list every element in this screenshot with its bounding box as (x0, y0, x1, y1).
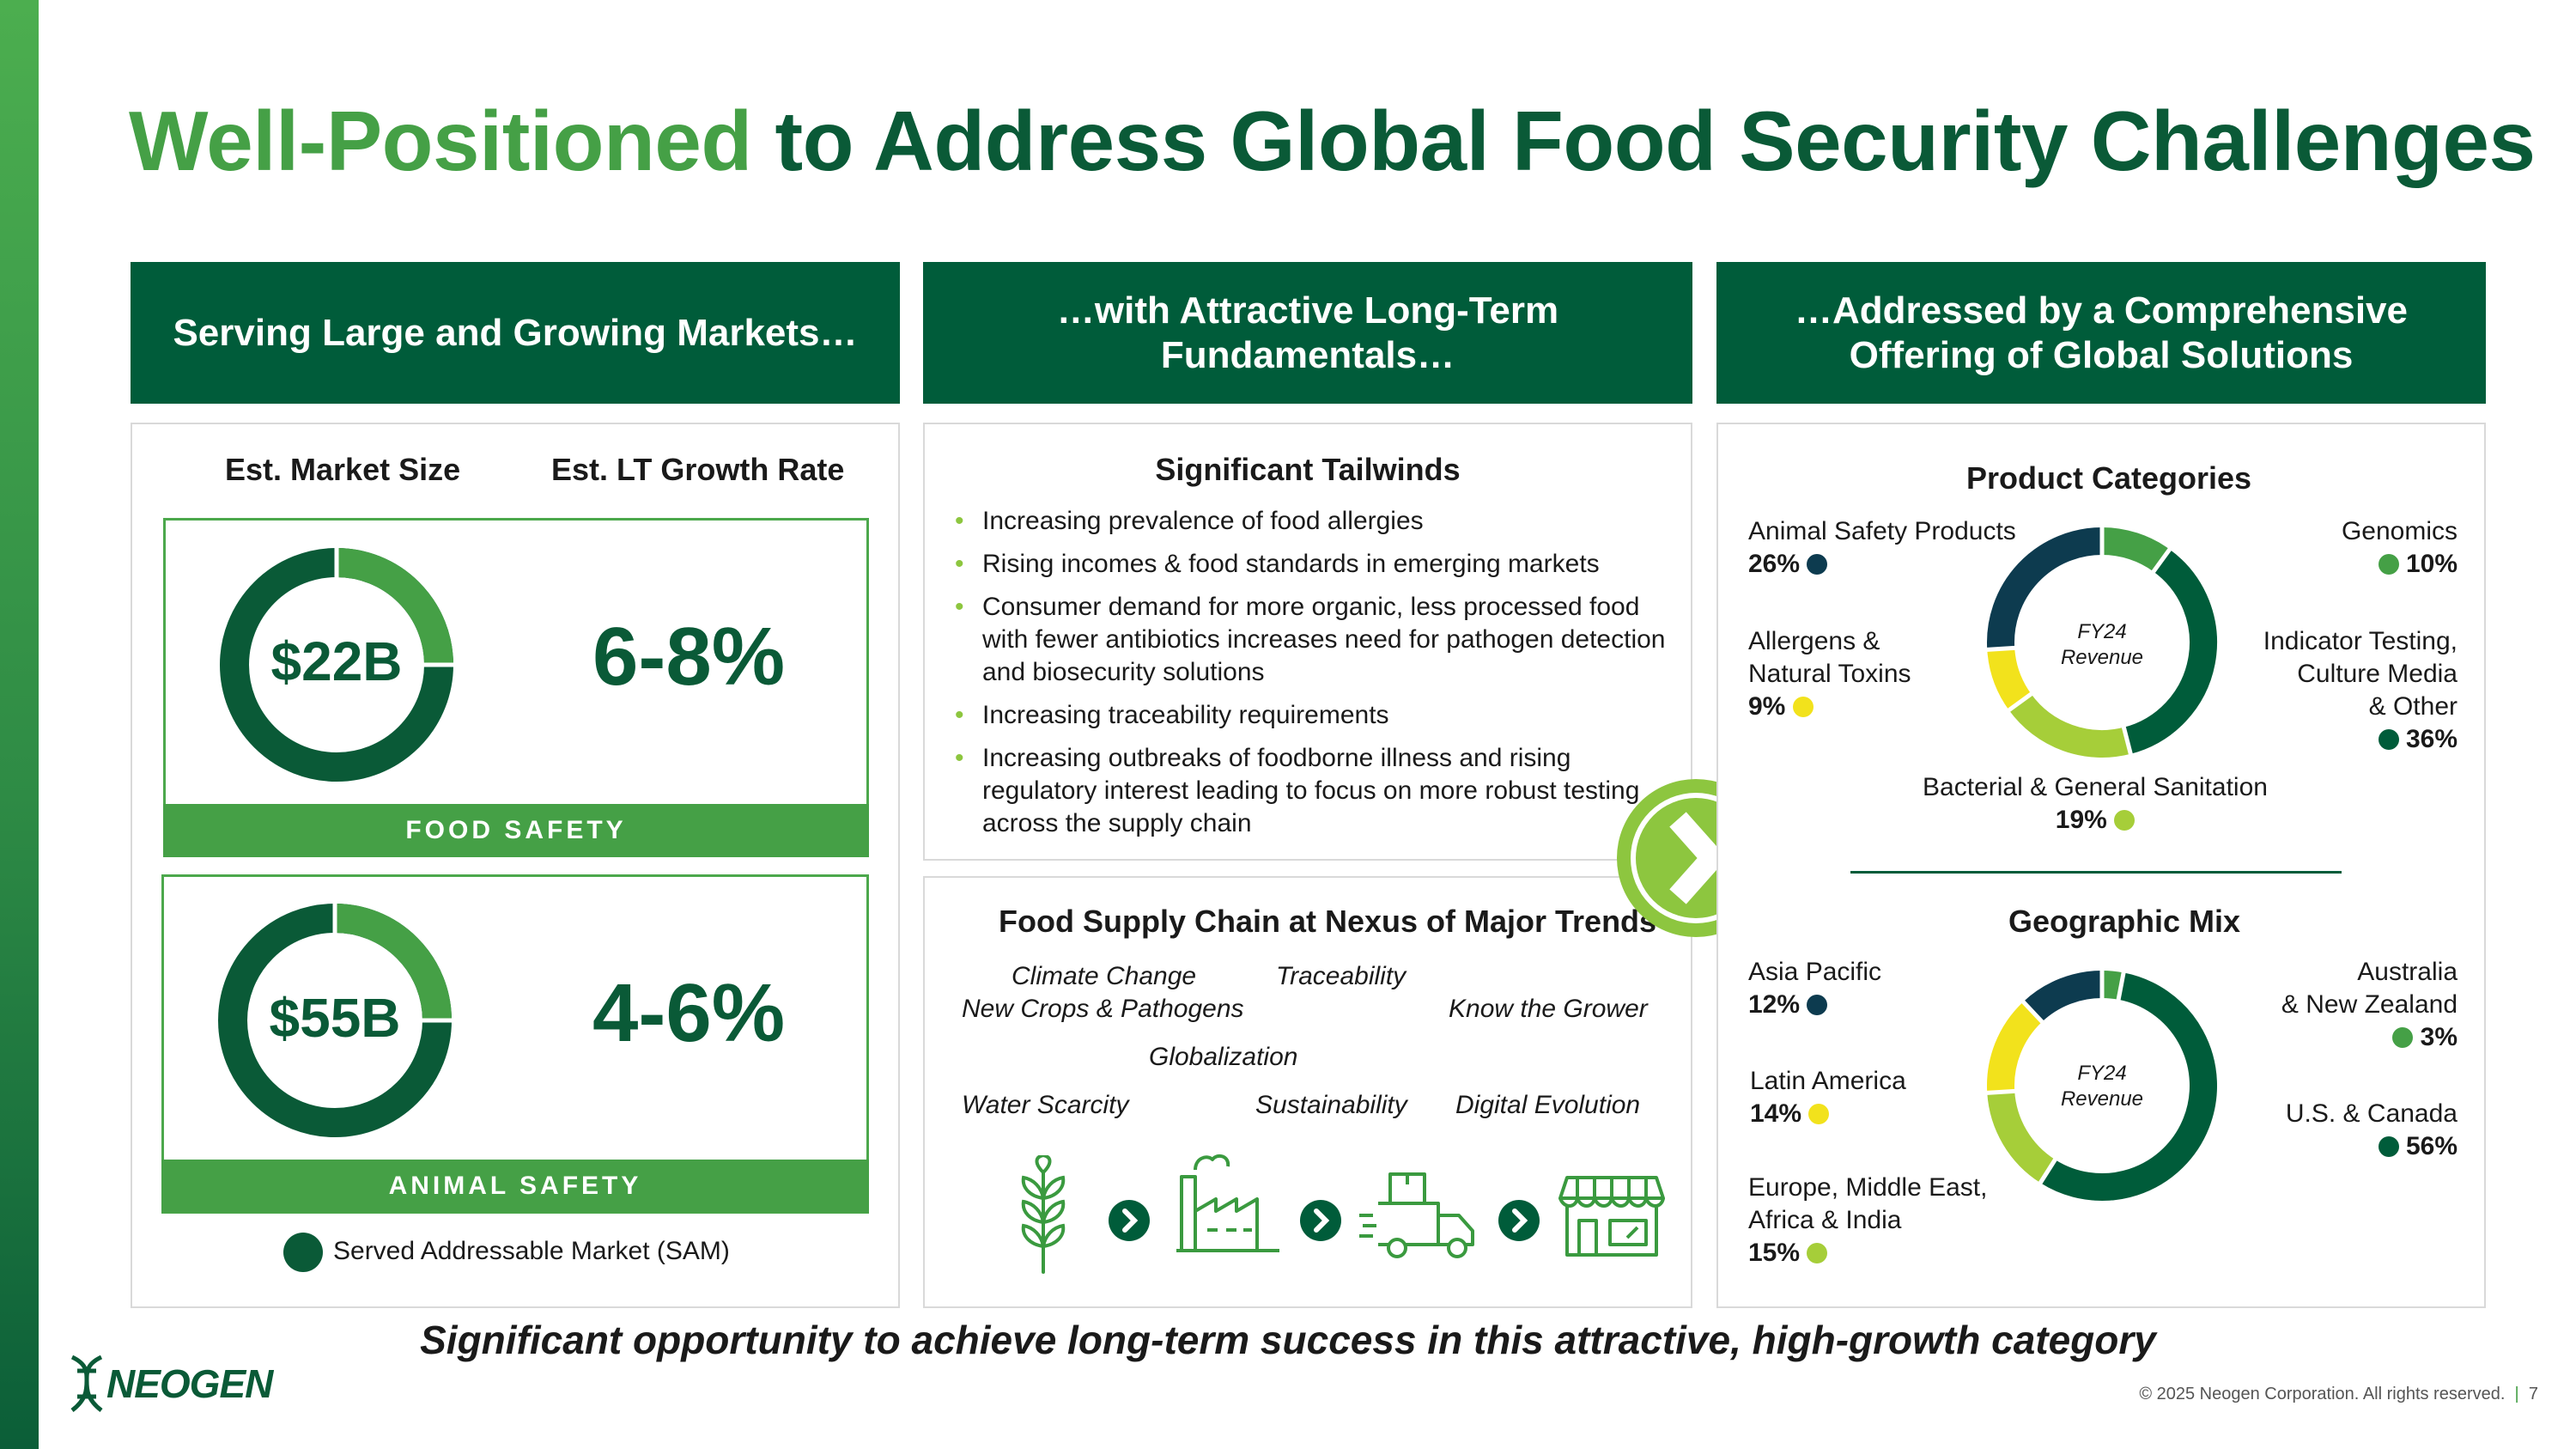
animal-sam-arc (334, 904, 452, 1021)
geographic-slice (1987, 1002, 2043, 1093)
supply-chain-title: Food Supply Chain at Nexus of Major Tren… (999, 904, 1657, 939)
label-australia-nz: Australia & New Zealand 3% (2281, 958, 2458, 1051)
tailwinds-list: • Increasing prevalence of food allergies… (953, 505, 1674, 850)
list-item: • Increasing prevalence of food allergies (955, 507, 1424, 535)
label-asia-pacific: Asia Pacific 12% (1748, 958, 1882, 1019)
animal-safety-label: ANIMAL SAFETY (161, 1160, 869, 1213)
product-category-slice-divider (2004, 690, 2036, 715)
growth-rate-header: Est. LT Growth Rate (551, 452, 845, 487)
label-emea: Europe, Middle East, Africa & India 15% (1748, 1173, 1988, 1267)
column-header-markets: Serving Large and Growing Markets… (131, 262, 900, 404)
copyright: © 2025 Neogen Corporation. All rights re… (2139, 1385, 2538, 1403)
animal-growth-rate: 4-6% (592, 967, 786, 1059)
trend-know-the-grower: Know the Grower (1449, 995, 1648, 1023)
animal-market-size: $55B (269, 987, 401, 1049)
factory-icon (1176, 1154, 1279, 1252)
legend-dot (2378, 554, 2399, 575)
sam-legend-swatch (283, 1233, 323, 1272)
tailwinds-panel (923, 423, 1692, 861)
geographic-mix-donut (1984, 967, 2217, 1201)
product-category-slice (2123, 549, 2217, 754)
neogen-logo-mark (70, 1355, 103, 1412)
label-indicator-testing: Indicator Testing, Culture Media & Other 3… (2263, 627, 2458, 753)
label-us-canada: U.S. & Canada 56% (2285, 1099, 2458, 1160)
food-safety-label: FOOD SAFETY (163, 804, 869, 857)
list-item: • Consumer demand for more organic, less … (955, 593, 1666, 686)
geographic-mix-slices (1984, 967, 2217, 1201)
geographic-mix-title: Geographic Mix (2008, 904, 2241, 939)
list-item: • Increasing traceability requirements (955, 701, 1389, 729)
product-category-slice (1987, 527, 2103, 650)
geographic-slice (1987, 1090, 2056, 1184)
list-item: • Rising incomes & food standards in emer… (955, 550, 1600, 578)
trend-traceability: Traceability (1276, 962, 1406, 990)
legend-dot (2378, 1136, 2399, 1157)
delivery-truck-icon (1359, 1172, 1474, 1258)
food-market-size: $22B (270, 630, 403, 692)
legend-dot (1808, 1104, 1830, 1124)
chevron-right-icon (1109, 1200, 1150, 1241)
food-sam-arc (336, 548, 453, 666)
product-category-slice (1987, 647, 2032, 710)
legend-dot (2378, 729, 2399, 750)
column-header-fundamentals: …with Attractive Long-Term Fundamentals… (923, 262, 1692, 404)
market-size-header: Est. Market Size (225, 452, 461, 487)
geographic-slice-divider (2019, 997, 2046, 1026)
product-category-slice (2008, 693, 2131, 758)
legend-dot (1792, 697, 1814, 717)
page-title: Well-Positioned to Address Global Food S… (129, 93, 2536, 190)
legend-dot (2392, 1027, 2414, 1048)
chevron-right-icon (1498, 1200, 1540, 1241)
product-categories-slices (1984, 524, 2217, 758)
left-accent-bar (0, 0, 39, 1449)
food-safety-donut (220, 548, 453, 782)
product-category-slice-divider (2149, 545, 2174, 576)
animal-safety-donut (218, 904, 452, 1137)
geographic-slice-divider (1984, 1088, 2019, 1096)
wheat-icon (1021, 1155, 1066, 1274)
legend-dot (1807, 995, 1828, 1015)
legend-dot (1807, 1243, 1828, 1263)
section-divider (1850, 871, 2342, 874)
product-categories-title: Product Categories (1966, 460, 2252, 496)
sam-legend-label: Served Addressable Market (SAM) (333, 1237, 730, 1265)
product-category-slice (2101, 527, 2170, 572)
trend-sustainability: Sustainability (1255, 1091, 1407, 1119)
list-item: • Increasing outbreaks of foodborne illne… (955, 744, 1640, 837)
label-allergens: Allergens & Natural Toxins 9% (1748, 627, 1911, 721)
neogen-logo-text: NEOGEN (106, 1361, 273, 1406)
geo-donut-center: FY24 Revenue (2060, 1062, 2144, 1111)
trend-digital-evolution: Digital Evolution (1455, 1091, 1641, 1119)
trend-globalization: Globalization (1149, 1043, 1298, 1071)
product-category-slice-divider (2120, 723, 2134, 758)
label-latin-america: Latin America 14% (1750, 1067, 1906, 1128)
label-bacterial-sanitation: Bacterial & General Sanitation 19% (1923, 773, 2268, 834)
neogen-logo: NEOGEN (67, 1354, 273, 1414)
geographic-slice-divider (2036, 1155, 2059, 1187)
title-rest: to Address Global Food Security Challeng… (751, 94, 2536, 188)
trend-climate-change: Climate Change (1012, 962, 1197, 990)
title-highlight: Well-Positioned (129, 94, 752, 188)
trend-new-crops: New Crops & Pathogens (962, 995, 1244, 1023)
chevron-right-icon (1300, 1200, 1341, 1241)
product-category-slice-divider (1984, 645, 2019, 653)
column-header-solutions: …Addressed by a Comprehensive Offering o… (1716, 262, 2486, 404)
product-categories-donut (1984, 524, 2217, 758)
geographic-slice (2023, 971, 2103, 1022)
page-number: 7 (2528, 1385, 2538, 1403)
geographic-slice (2101, 971, 2124, 1000)
geographic-slice-divider (2115, 968, 2127, 1004)
storefront-icon (1558, 1176, 1665, 1257)
geographic-slice (2040, 972, 2217, 1201)
product-donut-center: FY24 Revenue (2060, 620, 2144, 669)
tailwinds-title: Significant Tailwinds (1155, 452, 1461, 487)
legend-dot (1807, 554, 1828, 575)
solutions-panel (1716, 423, 2486, 1308)
legend-dot (2114, 810, 2136, 831)
label-genomics: Genomics 10% (2341, 517, 2458, 578)
food-growth-rate: 6-8% (592, 611, 786, 703)
label-animal-safety-products: Animal Safety Products 26% (1748, 517, 2016, 578)
footer-tagline: Significant opportunity to achieve long-… (420, 1318, 2156, 1362)
trend-water-scarcity: Water Scarcity (962, 1091, 1129, 1119)
